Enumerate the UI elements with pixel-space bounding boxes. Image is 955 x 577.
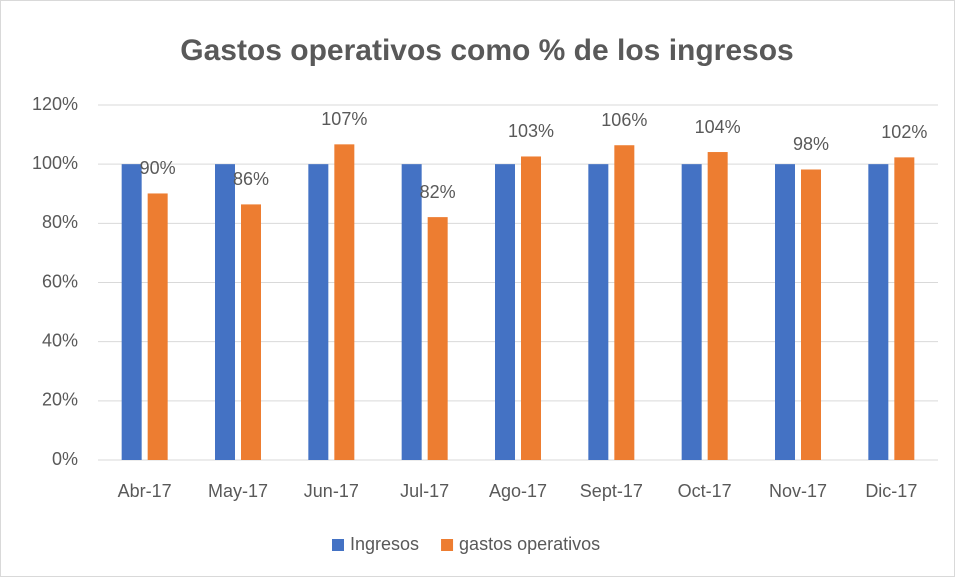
data-label: 104% — [695, 117, 741, 137]
chart-title: Gastos operativos como % de los ingresos — [180, 34, 794, 67]
data-label: 82% — [420, 182, 456, 202]
bar — [401, 164, 422, 460]
bar — [334, 144, 355, 461]
x-tick-label: Oct-17 — [678, 481, 732, 501]
bar — [308, 164, 329, 460]
x-tick-label: Jun-17 — [304, 481, 359, 501]
y-tick-label: 100% — [32, 153, 78, 173]
bar — [147, 193, 168, 460]
x-tick-label: Dic-17 — [865, 481, 917, 501]
legend-label: Ingresos — [350, 534, 419, 554]
legend-label: gastos operativos — [459, 534, 600, 554]
x-tick-label: May-17 — [208, 481, 268, 501]
data-label: 90% — [140, 158, 176, 178]
data-label: 98% — [793, 134, 829, 154]
x-tick-label: Nov-17 — [769, 481, 827, 501]
bar — [614, 145, 635, 460]
bar — [215, 164, 235, 460]
bar — [801, 169, 821, 460]
bar — [588, 164, 609, 460]
y-tick-label: 0% — [52, 449, 78, 469]
data-label: 102% — [881, 122, 927, 142]
data-label: 106% — [601, 110, 647, 130]
y-tick-label: 60% — [42, 271, 78, 291]
bar — [894, 157, 915, 461]
bar — [707, 152, 728, 460]
y-tick-label: 80% — [42, 212, 78, 232]
bar — [775, 164, 795, 460]
bar — [495, 164, 515, 460]
bar — [681, 164, 702, 460]
y-tick-label: 20% — [42, 390, 78, 410]
bar — [241, 204, 261, 460]
data-label: 86% — [233, 169, 269, 189]
bar — [521, 156, 541, 460]
x-tick-label: Sept-17 — [580, 481, 643, 501]
x-tick-label: Ago-17 — [489, 481, 547, 501]
bar — [121, 164, 142, 460]
y-tick-label: 40% — [42, 330, 78, 350]
y-tick-label: 120% — [32, 94, 78, 114]
data-label: 103% — [508, 121, 554, 141]
x-tick-label: Abr-17 — [118, 481, 172, 501]
data-label: 107% — [321, 109, 367, 129]
bar — [427, 217, 448, 460]
legend-swatch — [441, 539, 454, 551]
legend-swatch — [332, 539, 344, 551]
x-tick-label: Jul-17 — [400, 481, 449, 501]
bar — [868, 164, 889, 460]
